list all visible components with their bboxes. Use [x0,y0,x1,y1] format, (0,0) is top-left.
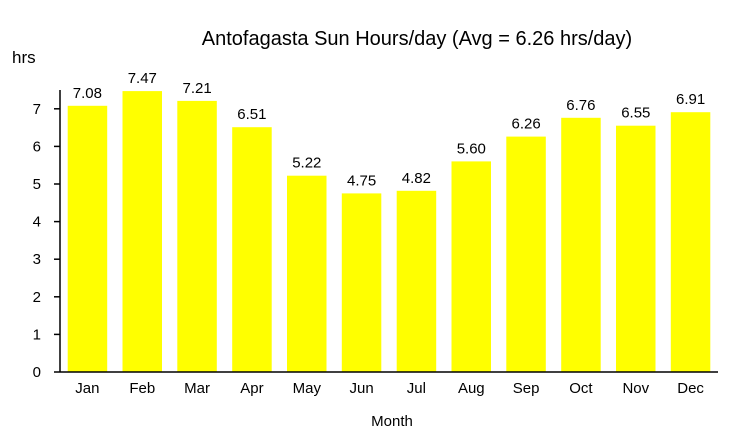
data-label-jul: 4.82 [402,170,431,187]
data-label-oct: 6.76 [566,97,595,114]
data-label-apr: 6.51 [237,106,266,123]
y-tick-label-5: 5 [33,176,41,193]
data-label-jun: 4.75 [347,172,376,189]
data-label-may: 5.22 [292,155,321,172]
y-tick-label-0: 0 [33,364,41,381]
bar-jun [341,193,382,372]
chart-title: Antofagasta Sun Hours/day (Avg = 6.26 hr… [202,28,632,50]
x-tick-label-oct: Oct [569,380,593,397]
data-labels-group: 7.08 7.47 7.21 6.51 5.22 4.75 4.82 5.60 6.26 6.76… [73,70,705,189]
x-axis-label: Month [371,413,413,430]
x-tick-label-feb: Feb [129,380,155,397]
x-tick-label-sep: Sep [513,380,540,397]
bar-feb [122,91,162,372]
y-tick-label-3: 3 [33,251,41,268]
y-tick-label-1: 1 [33,326,41,343]
bar-may [287,175,327,372]
data-label-mar: 7.21 [182,80,211,97]
bar-nov [616,125,656,372]
data-label-aug: 5.60 [457,140,486,157]
data-label-dec: 6.91 [676,91,705,108]
y-tick-label-4: 4 [33,214,41,231]
y-tick-label-7: 7 [33,101,41,118]
y-axis-label: hrs [12,48,36,67]
bar-apr [232,127,272,372]
bar-jul [396,190,437,372]
data-label-feb: 7.47 [128,70,157,87]
y-tick-label-6: 6 [33,138,41,155]
bar-mar [177,100,217,373]
x-tick-label-aug: Aug [458,380,485,397]
x-tick-label-jan: Jan [75,380,99,397]
bars-group [67,91,711,373]
x-tick-label-jul: Jul [407,380,426,397]
y-tick-label-2: 2 [33,289,41,306]
x-tick-label-dec: Dec [677,380,704,397]
bar-dec [670,112,711,372]
x-tick-label-apr: Apr [240,380,263,397]
x-tick-label-jun: Jun [350,380,374,397]
x-tick-labels-group: Jan Feb Mar Apr May Jun Jul Aug Sep Oct Nov Dec [75,380,704,397]
bar-aug [451,161,491,372]
x-tick-label-nov: Nov [622,380,649,397]
x-tick-label-mar: Mar [184,380,210,397]
y-axis-ticks-group: 0 1 2 3 4 5 6 7 [33,101,60,381]
x-tick-label-may: May [293,380,322,397]
bar-sep [506,136,546,372]
data-label-nov: 6.55 [621,105,650,122]
bar-jan [67,105,108,373]
data-label-jan: 7.08 [73,85,102,102]
bar-oct [561,117,601,372]
data-label-sep: 6.26 [511,116,540,133]
